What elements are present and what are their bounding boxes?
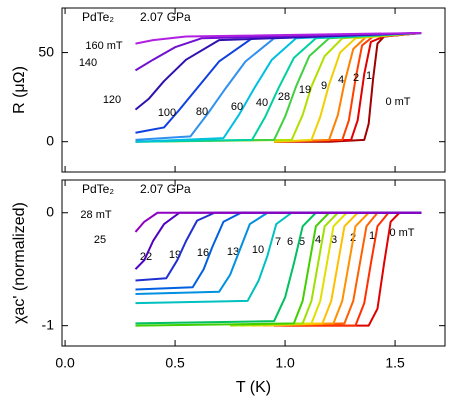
curve — [135, 31, 422, 143]
curve — [135, 31, 422, 45]
curve-label: 5 — [299, 236, 305, 248]
curve-label: 4 — [315, 234, 321, 246]
curve-label: 6 — [287, 236, 293, 248]
curve-label: 120 — [103, 94, 121, 106]
curve-label: 28 — [278, 91, 290, 103]
curve-label: 0 mT — [389, 227, 414, 239]
curve-label: 40 — [256, 97, 268, 109]
curve — [135, 31, 422, 134]
y-tick-label: -1 — [42, 316, 55, 332]
curve — [135, 211, 422, 327]
x-tick-label: 1.5 — [385, 355, 405, 371]
x-axis-label: T (K) — [236, 379, 271, 396]
annotation: PdTe₂ — [82, 10, 114, 24]
y-tick-label: 0 — [46, 132, 54, 148]
curve-label: 2 — [353, 72, 359, 84]
y-tick-label: 50 — [38, 43, 54, 59]
curve-label: 9 — [321, 80, 327, 92]
curve-label: 80 — [196, 106, 208, 118]
curve-label: 19 — [299, 84, 311, 96]
annotation: 2.07 GPa — [140, 182, 191, 196]
curve-label: 1 — [366, 70, 372, 82]
curve — [134, 211, 422, 233]
curve-label: 3 — [331, 234, 337, 246]
annotation: PdTe₂ — [82, 182, 114, 196]
curve-label: 160 mT — [85, 40, 123, 52]
curve — [134, 31, 422, 72]
curve — [134, 31, 422, 111]
curve-label: 4 — [338, 74, 344, 86]
curve-label: 1 — [369, 230, 375, 242]
curve-label: 10 — [252, 244, 264, 256]
curve-label: 25 — [94, 234, 106, 246]
curve-label: 60 — [231, 101, 243, 113]
curve-label: 0 mT — [385, 96, 410, 108]
curve-label: 7 — [275, 236, 281, 248]
y-axis-label: χac' (normalized) — [11, 202, 28, 324]
annotation: 2.07 GPa — [140, 10, 191, 24]
x-tick-label: 1.0 — [275, 355, 295, 371]
x-tick-label: 0.0 — [55, 355, 75, 371]
x-tick-label: 0.5 — [165, 355, 185, 371]
y-tick-label: 0 — [46, 203, 54, 219]
curve-label: 16 — [197, 247, 209, 259]
curve-label: 13 — [227, 246, 239, 258]
plot-frame — [61, 7, 446, 173]
curve-label: 140 — [79, 57, 97, 69]
curve-label: 100 — [158, 107, 176, 119]
y-axis-label: R (μΩ) — [11, 66, 28, 114]
plot-frame — [61, 179, 446, 347]
curve-label: 28 mT — [80, 209, 111, 221]
